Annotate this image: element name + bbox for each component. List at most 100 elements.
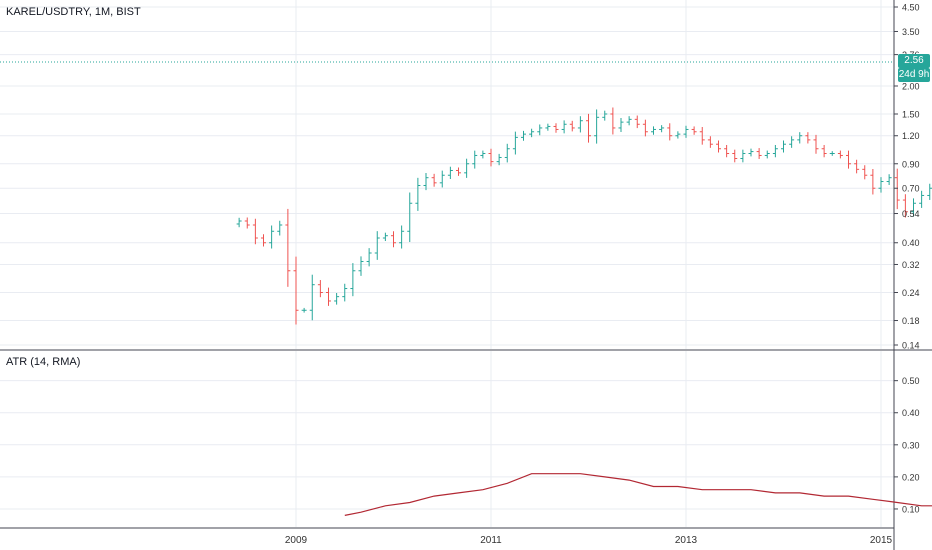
ohlc-bar[interactable] [399, 225, 405, 249]
ohlc-bar[interactable] [748, 148, 754, 157]
ohlc-bar[interactable] [512, 131, 518, 155]
ohlc-bar[interactable] [732, 149, 738, 163]
ohlc-bar[interactable] [358, 256, 364, 276]
ohlc-bar[interactable] [472, 150, 478, 169]
ohlc-bar[interactable] [447, 166, 453, 179]
ohlc-bar[interactable] [772, 144, 778, 158]
ohlc-bar[interactable] [553, 123, 559, 133]
y-tick-label: 0.90 [902, 159, 920, 169]
ohlc-bar[interactable] [724, 144, 730, 158]
ohlc-bar[interactable] [659, 125, 665, 133]
y-tick-label: 3.50 [902, 27, 920, 37]
ohlc-bar[interactable] [261, 234, 266, 247]
ohlc-bar[interactable] [813, 134, 819, 154]
ohlc-bar[interactable] [537, 124, 543, 136]
ohlc-bar[interactable] [667, 123, 673, 141]
ohlc-bar[interactable] [464, 158, 470, 178]
ohlc-bar[interactable] [480, 150, 486, 159]
ohlc-bar[interactable] [764, 150, 770, 159]
ohlc-bar[interactable] [707, 136, 713, 148]
ohlc-bar[interactable] [545, 123, 551, 131]
ohlc-bar[interactable] [821, 144, 827, 158]
ohlc-bar[interactable] [277, 220, 283, 236]
ohlc-bar[interactable] [431, 173, 437, 187]
ohlc-bar[interactable] [642, 119, 648, 137]
ohlc-bar[interactable] [797, 132, 803, 144]
y-tick-label: 0.20 [902, 472, 920, 482]
ohlc-bar[interactable] [854, 159, 860, 174]
ohlc-bar[interactable] [350, 263, 356, 297]
ohlc-bar[interactable] [651, 126, 656, 135]
ohlc-bar[interactable] [317, 280, 323, 298]
ohlc-bars[interactable] [236, 45, 932, 325]
ohlc-bar[interactable] [569, 120, 575, 132]
ohlc-bar[interactable] [577, 116, 583, 133]
ohlc-bar[interactable] [561, 120, 567, 134]
ohlc-bar[interactable] [342, 283, 348, 302]
ohlc-bar[interactable] [496, 153, 502, 166]
ohlc-bar[interactable] [285, 208, 291, 287]
ohlc-bar[interactable] [837, 150, 843, 159]
ohlc-bar[interactable] [439, 170, 445, 188]
ohlc-bar[interactable] [309, 274, 315, 321]
ohlc-bar[interactable] [699, 126, 705, 145]
ohlc-bar[interactable] [488, 148, 494, 167]
ohlc-bar[interactable] [781, 140, 786, 153]
ohlc-bar[interactable] [415, 177, 421, 211]
ohlc-bar[interactable] [626, 116, 632, 126]
ohlc-bar[interactable] [862, 165, 868, 180]
ohlc-bar[interactable] [634, 115, 640, 129]
ohlc-bar[interactable] [326, 287, 331, 306]
ohlc-bar[interactable] [244, 217, 250, 229]
ohlc-bar[interactable] [756, 148, 762, 159]
ohlc-bar[interactable] [610, 107, 616, 135]
ohlc-bar[interactable] [878, 177, 884, 193]
indicator-title[interactable]: ATR (14, RMA) [6, 356, 81, 368]
ohlc-bar[interactable] [829, 151, 835, 156]
ohlc-bar[interactable] [919, 190, 925, 208]
ohlc-bar[interactable] [301, 307, 307, 313]
ohlc-bar[interactable] [252, 218, 258, 245]
ohlc-bar[interactable] [334, 293, 340, 305]
ohlc-bar[interactable] [594, 109, 600, 144]
ohlc-bar[interactable] [391, 231, 396, 248]
ohlc-bar[interactable] [675, 131, 681, 139]
ohlc-bar[interactable] [521, 130, 526, 141]
ohlc-bar[interactable] [716, 140, 721, 153]
ohlc-bar[interactable] [911, 198, 916, 217]
ohlc-bar[interactable] [740, 149, 746, 163]
ohlc-bar[interactable] [374, 231, 380, 260]
atr-axis[interactable]: 0.10 0.20 0.30 0.40 0.50 [894, 376, 920, 514]
ohlc-bar[interactable] [423, 173, 429, 191]
ohlc-bar[interactable] [927, 183, 932, 200]
y-tick-label: 0.30 [902, 440, 920, 450]
ohlc-bar[interactable] [618, 118, 624, 133]
ohlc-bar[interactable] [269, 225, 275, 249]
ohlc-bar[interactable] [529, 128, 535, 138]
ohlc-bar[interactable] [456, 167, 461, 176]
ohlc-bar[interactable] [805, 132, 811, 144]
ohlc-bar[interactable] [683, 125, 689, 138]
ohlc-bar[interactable] [586, 113, 591, 143]
ohlc-bar[interactable] [366, 248, 372, 267]
ohlc-bar[interactable] [789, 136, 795, 148]
ohlc-bar[interactable] [236, 217, 242, 228]
ohlc-bar[interactable] [382, 232, 388, 242]
ohlc-bar[interactable] [902, 194, 908, 218]
symbol-title[interactable]: KAREL/USDTRY, 1M, BIST [6, 6, 141, 18]
ohlc-bar[interactable] [870, 168, 876, 195]
ohlc-bar[interactable] [504, 143, 510, 163]
ohlc-bar[interactable] [894, 168, 900, 210]
y-tick-label: 0.70 [902, 184, 920, 194]
ohlc-bar[interactable] [407, 192, 413, 243]
ohlc-bar[interactable] [293, 256, 299, 325]
ohlc-bar[interactable] [691, 126, 697, 135]
ohlc-bar[interactable] [886, 174, 892, 186]
ohlc-bar[interactable] [846, 150, 851, 169]
atr-series-line[interactable] [344, 371, 932, 516]
y-tick-label: 2.00 [902, 81, 920, 91]
time-axis[interactable]: 2009201120132015201720192021 [285, 535, 932, 546]
y-tick-label: 0.14 [902, 341, 920, 351]
ohlc-bar[interactable] [602, 110, 608, 121]
